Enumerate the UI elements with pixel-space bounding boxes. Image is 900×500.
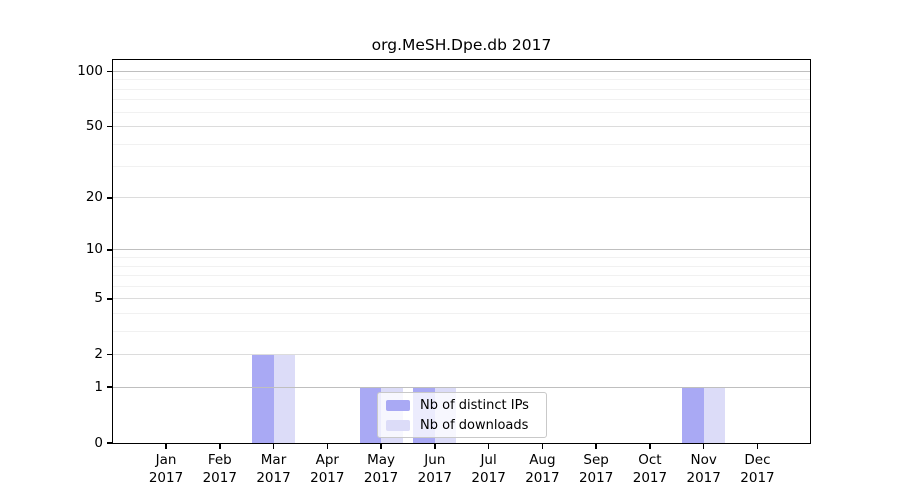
gridline [113, 88, 810, 90]
gridline [113, 330, 810, 332]
bar-downloads [703, 387, 726, 443]
y-axis-tick-label: 1 [94, 378, 103, 395]
gridline [113, 265, 810, 267]
x-label-month: Aug [529, 452, 556, 468]
gridline [113, 125, 810, 127]
x-axis-tick [219, 443, 221, 449]
x-label-year: 2017 [578, 470, 614, 486]
x-axis-tick-label: Nov 2017 [674, 451, 734, 487]
gridline [113, 354, 810, 356]
bar-distinct-ips [252, 354, 274, 443]
y-axis-tick-label: 10 [85, 241, 103, 258]
gridline [113, 70, 810, 72]
x-axis-tick-label: Dec 2017 [727, 451, 787, 487]
legend-swatch-distinct-ips-icon [386, 399, 410, 411]
y-axis-tick [107, 386, 113, 388]
x-label-year: 2017 [417, 470, 453, 486]
legend-label-downloads: Nb of downloads [420, 417, 529, 433]
y-axis-tick [107, 249, 113, 251]
x-label-month: Dec [744, 452, 771, 468]
x-axis-tick [165, 443, 167, 449]
x-axis-tick [434, 443, 436, 449]
gridline [113, 386, 810, 388]
x-axis-tick-label: Oct 2017 [620, 451, 680, 487]
x-axis-tick-label: Sep 2017 [566, 451, 626, 487]
x-label-month: May [367, 452, 396, 468]
gridline [113, 257, 810, 259]
legend-swatch-downloads-icon [386, 419, 410, 431]
gridline [113, 249, 810, 251]
x-label-month: Mar [260, 452, 287, 468]
x-axis-tick-label: Feb 2017 [190, 451, 250, 487]
x-label-year: 2017 [310, 470, 345, 486]
x-axis-tick-label: May 2017 [351, 451, 411, 487]
y-axis-tick-label: 50 [85, 117, 103, 134]
x-axis-tick [702, 443, 705, 449]
y-axis-tick [107, 125, 113, 128]
y-axis-tick [107, 70, 113, 73]
legend-item-downloads: Nb of downloads [378, 415, 546, 435]
x-axis-tick [595, 443, 597, 449]
x-axis-tick [756, 443, 759, 449]
x-axis-tick [326, 443, 329, 449]
gridline [113, 298, 810, 300]
x-label-month: Nov [690, 452, 717, 468]
x-axis-tick-label: Mar 2017 [244, 451, 304, 487]
x-axis-tick [380, 443, 382, 449]
x-label-year: 2017 [202, 470, 237, 486]
x-label-month: Apr [315, 452, 339, 468]
legend-label-distinct-ips: Nb of distinct IPs [420, 397, 529, 413]
x-axis-tick [541, 443, 544, 449]
bar-distinct-ips [682, 387, 704, 443]
x-label-month: Jun [424, 452, 446, 468]
bar-distinct-ips [359, 387, 382, 443]
x-label-month: Jul [480, 452, 497, 468]
x-axis-tick-label: Jul 2017 [459, 451, 519, 487]
gridline [113, 99, 810, 101]
plot-area: Nb of distinct IPs Nb of downloads 0 1 2 5 1… [77, 59, 811, 486]
gridline [113, 285, 810, 287]
x-axis-tick [487, 443, 490, 449]
x-label-month: Feb [207, 452, 232, 468]
x-label-month: Oct [638, 452, 662, 468]
x-label-year: 2017 [256, 470, 291, 486]
y-axis-tick [107, 298, 113, 300]
bar-downloads [273, 354, 296, 443]
legend-item-distinct-ips: Nb of distinct IPs [378, 395, 546, 415]
gridline [113, 312, 810, 314]
y-axis-tick-label: 2 [94, 346, 103, 363]
y-axis-tick [107, 353, 113, 356]
y-axis-tick [107, 442, 113, 444]
x-label-year: 2017 [471, 470, 506, 486]
gridline [113, 79, 810, 81]
y-axis-tick-label: 20 [85, 189, 103, 206]
x-axis-tick-label: Apr 2017 [297, 451, 357, 487]
x-label-year: 2017 [525, 470, 560, 486]
x-label-year: 2017 [148, 470, 184, 486]
chart-title: org.MeSH.Dpe.db 2017 [371, 36, 552, 54]
gridline [113, 166, 810, 168]
x-axis-tick-label: Jun 2017 [405, 451, 465, 487]
x-axis-tick-label: Aug 2017 [512, 451, 572, 487]
x-axis-tick [649, 443, 651, 449]
y-axis-tick-label: 0 [94, 434, 103, 451]
x-label-month: Jan [155, 452, 177, 468]
x-label-year: 2017 [686, 470, 721, 486]
y-axis-tick-label: 100 [77, 62, 103, 79]
y-axis-tick [107, 197, 113, 199]
x-label-year: 2017 [363, 470, 399, 486]
gridline [113, 111, 810, 113]
gridline [113, 275, 810, 277]
x-label-year: 2017 [740, 470, 775, 486]
gridline [113, 197, 810, 199]
x-axis-tick [272, 443, 275, 449]
x-label-month: Sep [583, 452, 609, 468]
x-label-year: 2017 [632, 470, 668, 486]
gridline [113, 143, 810, 145]
legend: Nb of distinct IPs Nb of downloads [377, 392, 547, 438]
y-axis-tick-label: 5 [94, 290, 103, 307]
x-axis-tick-label: Jan 2017 [136, 451, 196, 487]
